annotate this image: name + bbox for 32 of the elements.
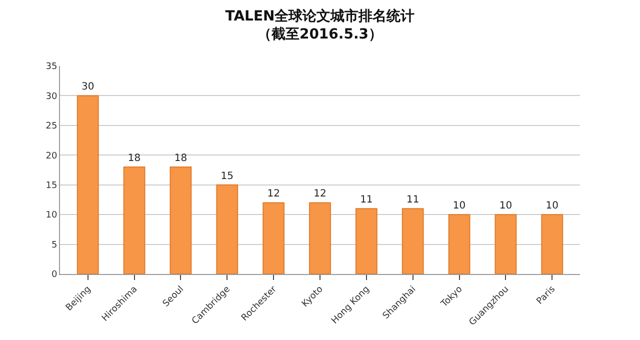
bar xyxy=(494,214,517,274)
data-label: 12 xyxy=(267,188,280,200)
bar xyxy=(448,214,470,274)
y-tick-label: 10 xyxy=(46,210,58,221)
y-tick-label: 30 xyxy=(46,92,58,102)
data-label: 30 xyxy=(81,82,94,93)
bar xyxy=(402,208,424,274)
data-label: 11 xyxy=(406,194,420,206)
bar xyxy=(262,202,285,274)
bar xyxy=(541,214,564,274)
y-tick-label: 35 xyxy=(46,62,58,72)
bar xyxy=(76,95,99,274)
y-tick-label: 25 xyxy=(46,122,58,132)
chart-title: TALEN全球论文城市排名统计 xyxy=(225,7,415,24)
y-tick-label: 5 xyxy=(51,240,58,250)
data-label: 18 xyxy=(174,153,188,164)
bar xyxy=(123,166,146,274)
bar xyxy=(355,208,378,274)
bar xyxy=(309,202,331,274)
y-tick-label: 20 xyxy=(46,151,58,162)
data-label: 15 xyxy=(220,170,234,182)
data-label: 12 xyxy=(314,188,326,200)
bar xyxy=(216,184,238,274)
data-label: 18 xyxy=(128,153,141,164)
chart-subtitle: （截至2016.5.3） xyxy=(257,26,383,43)
bar xyxy=(170,166,192,274)
data-label: 10 xyxy=(499,200,512,212)
data-label: 10 xyxy=(546,200,559,212)
y-tick-label: 0 xyxy=(51,270,58,280)
data-label: 10 xyxy=(452,200,466,212)
y-tick-label: 15 xyxy=(46,181,58,192)
data-label: 11 xyxy=(360,194,373,206)
